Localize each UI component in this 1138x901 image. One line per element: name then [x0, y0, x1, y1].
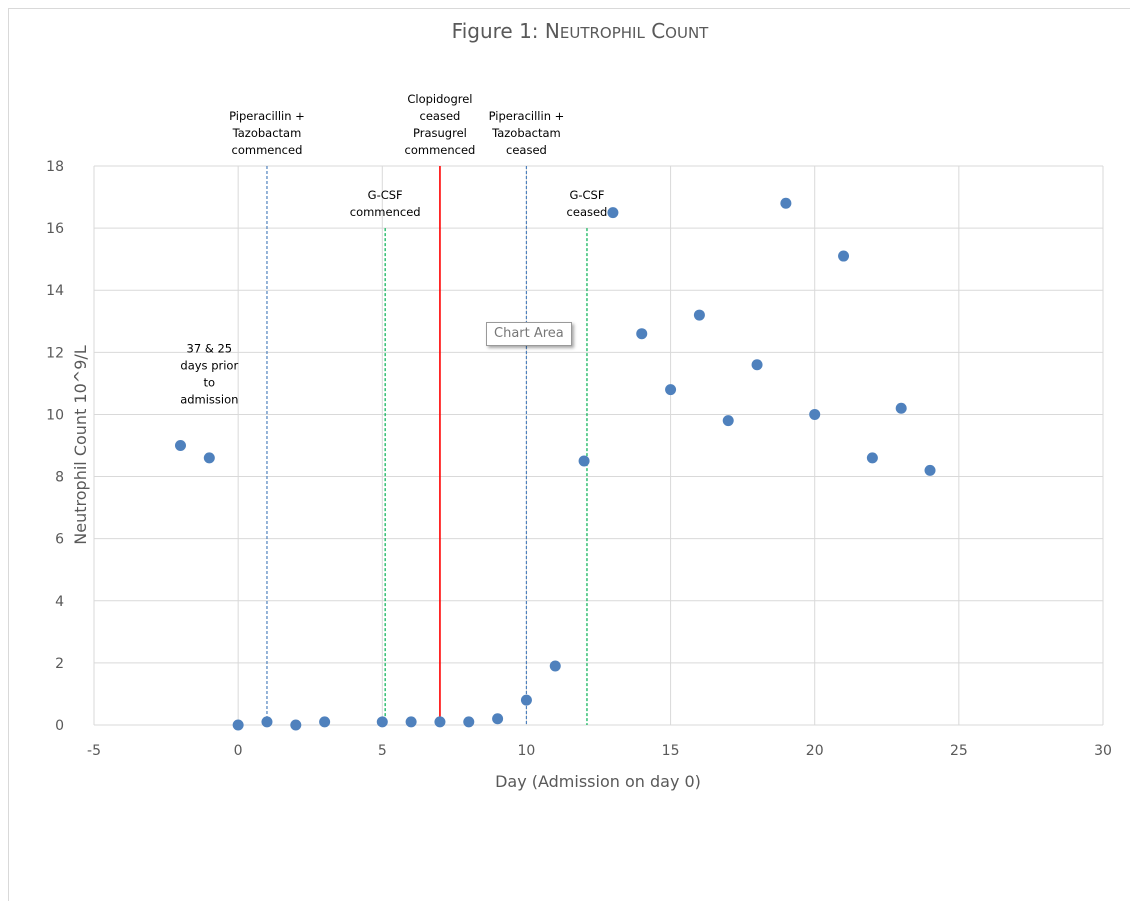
x-tick-label: 15 — [662, 743, 680, 759]
reference-line-label: Piperacillin + — [489, 109, 565, 123]
annotation-label: days prior — [180, 358, 238, 372]
reference-line-label: commenced — [405, 143, 476, 157]
data-point — [722, 415, 734, 427]
y-tick-label: 8 — [55, 470, 64, 486]
chart-title-main: NEUTROPHIL COUNT — [545, 19, 709, 43]
reference-lines — [266, 166, 588, 725]
y-tick-label: 16 — [46, 221, 64, 237]
data-point — [203, 452, 215, 464]
gridlines — [93, 165, 1104, 726]
x-tick-label: -5 — [87, 743, 101, 759]
data-point — [866, 452, 878, 464]
data-point — [492, 713, 504, 725]
chart-title-prefix: Figure 1: — [452, 19, 545, 43]
x-tick-label: 20 — [806, 743, 824, 759]
reference-line-label: ceased — [567, 205, 608, 219]
data-point — [751, 359, 763, 371]
x-tick-label: 25 — [950, 743, 968, 759]
y-tick-label: 6 — [55, 532, 64, 548]
data-point — [578, 455, 590, 467]
x-tick-label: 30 — [1094, 743, 1112, 759]
reference-line-label: ceased — [420, 109, 461, 123]
data-point — [838, 250, 850, 262]
y-tick-label: 14 — [46, 283, 64, 299]
data-point — [549, 660, 561, 672]
chart-frame — [8, 8, 1130, 901]
data-point — [665, 384, 677, 396]
data-point — [895, 402, 907, 414]
x-tick-label: 10 — [518, 743, 536, 759]
data-point — [434, 716, 446, 728]
reference-line-label: ceased — [506, 143, 547, 157]
data-point — [607, 207, 619, 219]
x-tick-label: 5 — [378, 743, 387, 759]
annotation-label: to — [204, 375, 216, 389]
data-point — [693, 309, 705, 321]
reference-line-label: Tazobactam — [491, 126, 561, 140]
y-tick-label: 2 — [55, 656, 64, 672]
chart-title: Figure 1: NEUTROPHIL COUNT — [452, 19, 710, 43]
reference-line-label: commenced — [350, 205, 421, 219]
tick-labels: -5 0 5 10 15 20 25 30 0 2 4 6 8 10 12 14 16 18 — [46, 159, 1112, 759]
y-tick-label: 12 — [46, 345, 64, 361]
reference-line-label: Piperacillin + — [229, 109, 305, 123]
data-point — [319, 716, 331, 728]
reference-line-label: Prasugrel — [413, 126, 467, 140]
data-point — [261, 716, 273, 728]
data-points — [174, 197, 936, 731]
y-tick-label: 10 — [46, 407, 64, 423]
reference-line-label: G-CSF — [368, 188, 403, 202]
x-axis-title: Day (Admission on day 0) — [495, 772, 701, 791]
reference-line-label: Tazobactam — [232, 126, 302, 140]
y-tick-label: 4 — [55, 594, 64, 610]
data-point — [232, 719, 244, 731]
data-point — [463, 716, 475, 728]
annotations: Piperacillin + Tazobactam commenced G-CSF co… — [180, 92, 607, 406]
annotation-label: 37 & 25 — [187, 341, 233, 355]
data-point — [924, 464, 936, 476]
data-point — [174, 440, 186, 451]
reference-line-label: Clopidogrel — [407, 92, 472, 106]
data-point — [636, 328, 648, 340]
data-point — [290, 719, 302, 731]
data-point — [376, 716, 388, 728]
y-tick-label: 0 — [55, 718, 64, 734]
x-tick-label: 0 — [234, 743, 243, 759]
data-point — [780, 197, 792, 209]
annotation-label: admission — [180, 392, 238, 406]
reference-line-label: commenced — [232, 143, 303, 157]
data-point — [520, 694, 532, 706]
data-point — [809, 408, 821, 420]
reference-line-label: G-CSF — [569, 188, 604, 202]
chart-area-tooltip: Chart Area — [486, 322, 572, 346]
y-axis-title: Neutrophil Count 10^9/L — [71, 345, 90, 544]
y-tick-label: 18 — [46, 159, 64, 175]
data-point — [405, 716, 417, 728]
